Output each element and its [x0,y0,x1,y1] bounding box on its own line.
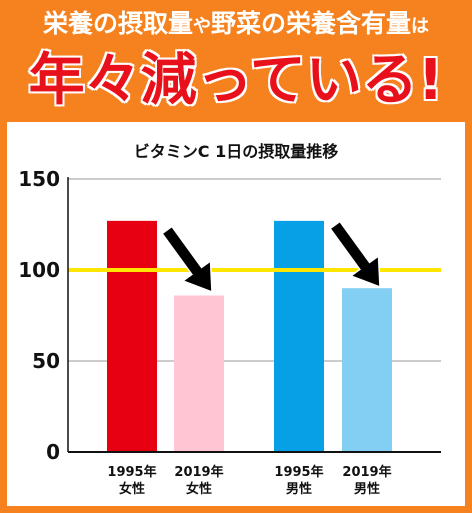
headline-line1-part: 栄養の摂取量 [42,9,193,38]
y-tick-label: 50 [32,349,60,373]
headline-line2: 年々減っている! [27,47,445,115]
y-tick-label: 100 [18,258,60,282]
arrow-down-women [161,225,213,294]
category-label: 女性 [186,481,212,497]
chart-panel: ビタミンC 1日の摂取量推移 0 50 100 150 1995年 女性 2019年 女性 1… [7,122,465,506]
category-label: 2019年 [342,464,391,480]
chart-title: ビタミンC 1日の摂取量推移 [134,142,338,161]
headline-line1-part: は [411,16,430,37]
headline-line1-part: や [193,16,211,37]
category-label: 2019年 [174,464,223,480]
category-label: 1995年 [274,464,323,480]
arrow-down-men-shape [329,220,381,289]
bar-1 [107,220,157,452]
headline-line1-part: 野菜の栄養含有量 [211,9,412,38]
category-label: 女性 [119,481,145,497]
bar-2 [174,295,224,452]
bar-4 [342,288,392,452]
category-label: 1995年 [107,464,156,480]
headline-line1: 栄養の摂取量や野菜の栄養含有量は [0,4,472,44]
y-tick-label: 150 [18,167,60,191]
category-label: 男性 [354,481,380,497]
y-tick-label: 0 [46,440,60,464]
arrow-down-men [329,220,381,289]
category-label: 男性 [286,481,312,497]
arrow-down-women-shape [161,225,213,294]
bar-3 [274,220,324,452]
